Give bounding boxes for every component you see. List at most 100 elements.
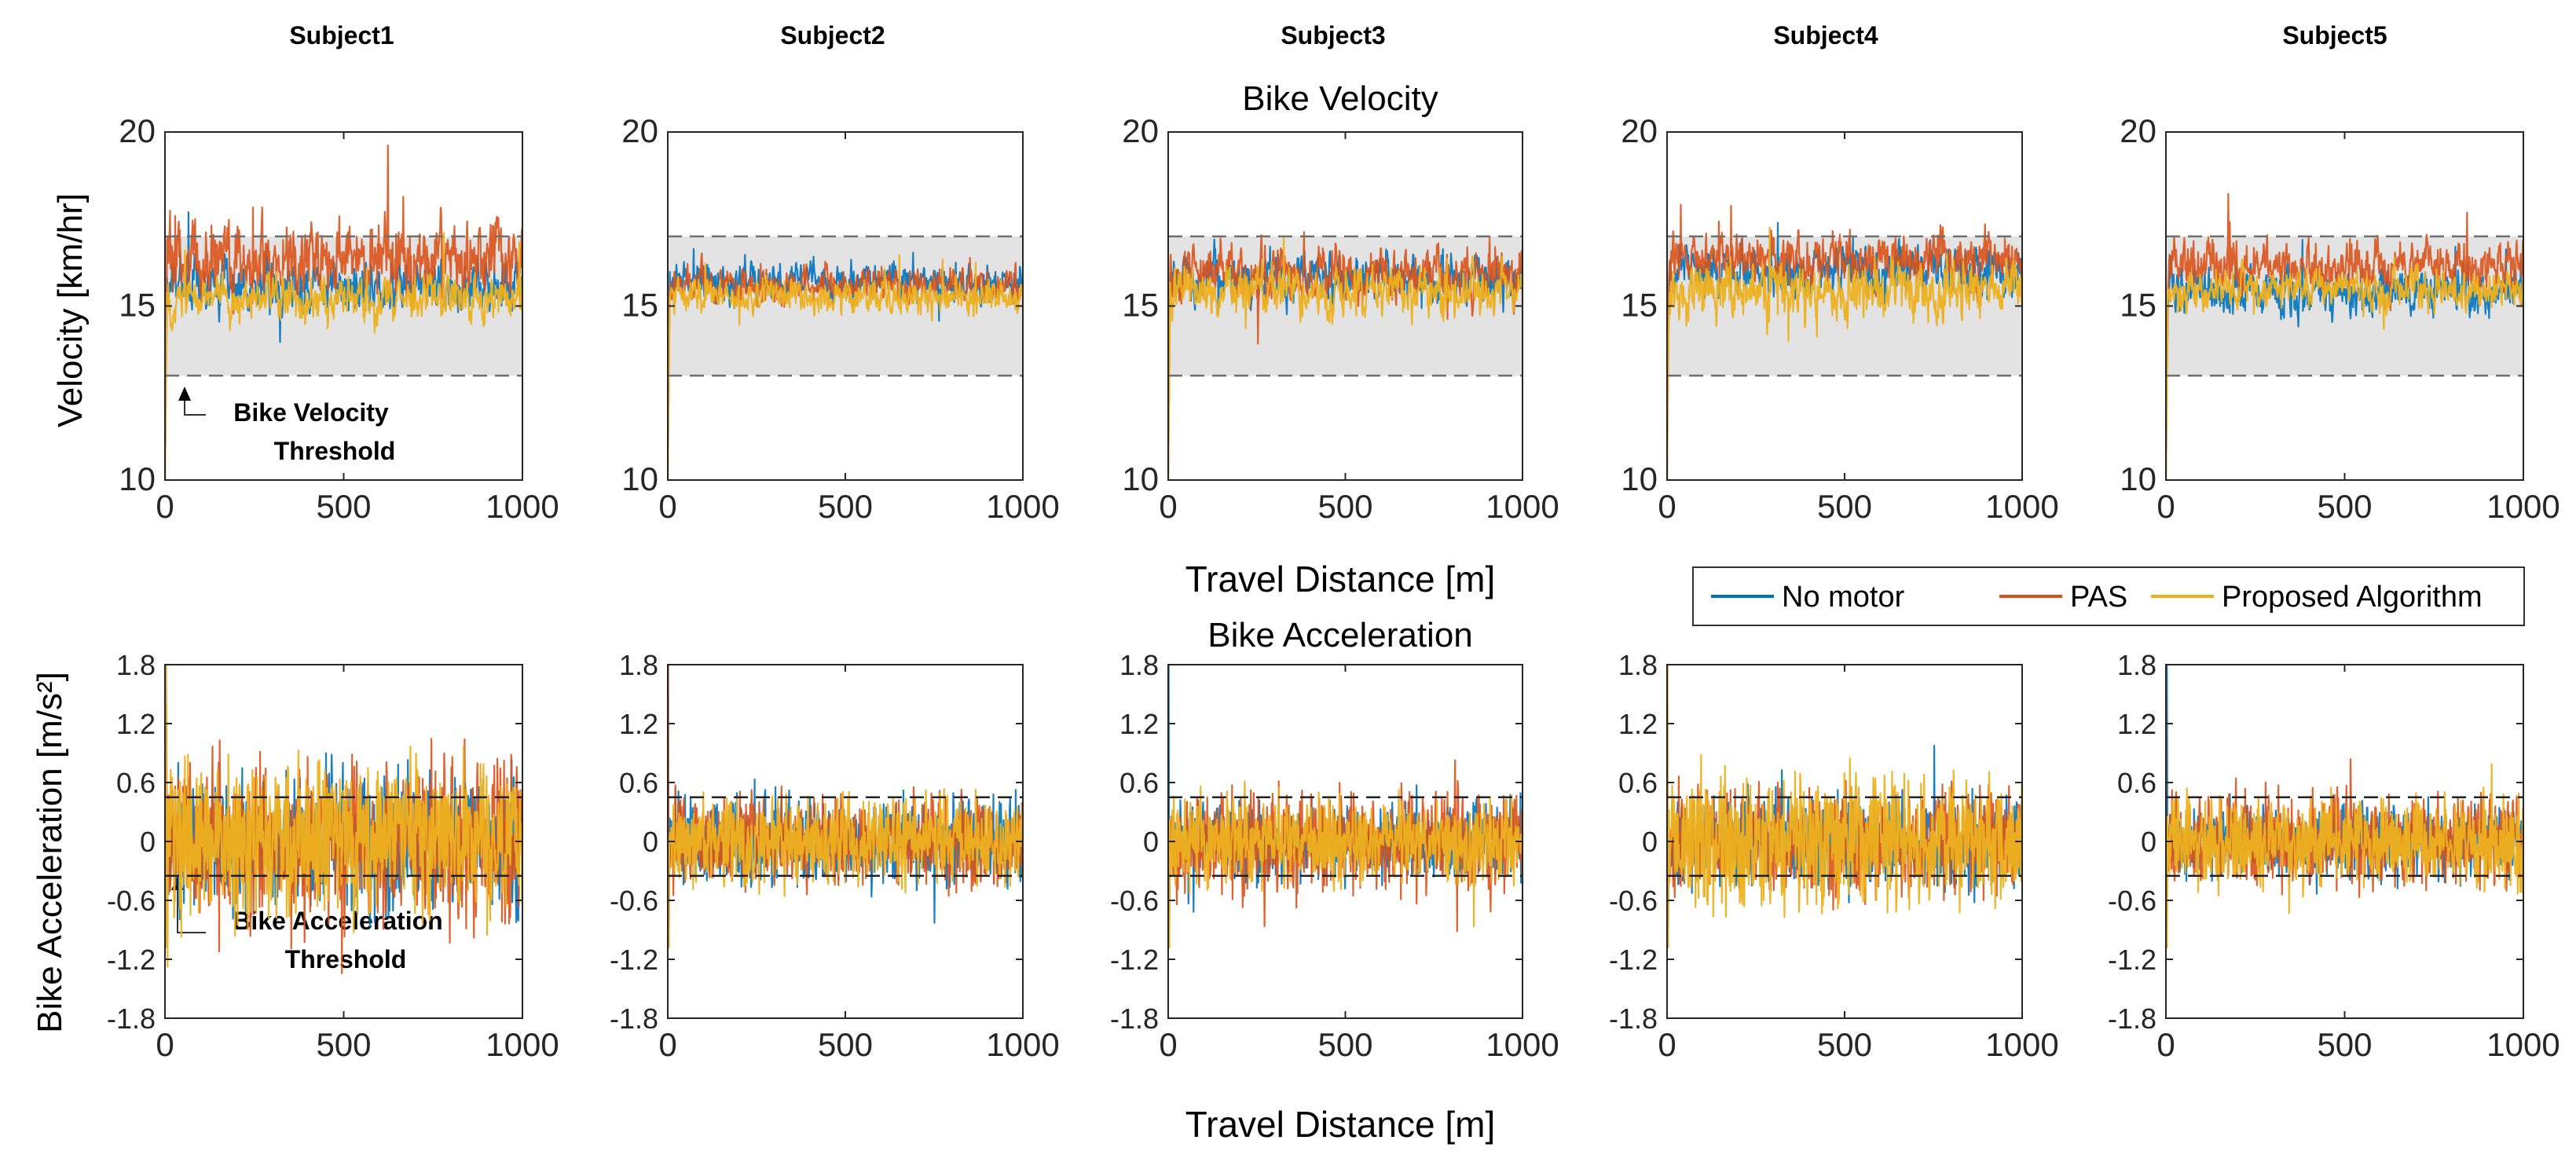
y-tick-label: 1.2 — [619, 708, 658, 740]
x-tick-label: 1000 — [1985, 488, 2058, 525]
series-line-proposed-algorithm — [1667, 226, 2022, 480]
x-tick-label: 0 — [1159, 488, 1177, 525]
x-tick-label: 500 — [316, 1026, 371, 1063]
y-tick-label: 0 — [140, 826, 156, 858]
x-tick-label: 0 — [156, 488, 174, 525]
y-tick-label: 0 — [2141, 826, 2156, 858]
y-tick-label: -1.8 — [1110, 1003, 1159, 1035]
x-tick-label: 500 — [1317, 1026, 1372, 1063]
x-tick-label: 1000 — [2486, 488, 2560, 525]
x-tick-label: 0 — [2156, 1026, 2175, 1063]
y-tick-label: 0.6 — [619, 767, 658, 799]
y-tick-label: 0.6 — [1618, 767, 1658, 799]
y-tick-label: -1.2 — [2108, 944, 2156, 976]
y-tick-label: 10 — [1621, 460, 1658, 497]
y-tick-label: -1.2 — [610, 944, 658, 976]
x-tick-label: 1000 — [986, 488, 1059, 525]
y-tick-label: 0 — [1143, 826, 1159, 858]
y-tick-label: 0 — [1642, 826, 1658, 858]
y-tick-label: 0.6 — [1119, 767, 1159, 799]
y-tick-label: 15 — [119, 287, 156, 324]
acceleration-ylabel: Bike Acceleration [m/s²] — [31, 672, 69, 1033]
x-tick-label: 1000 — [1486, 1026, 1559, 1063]
x-tick-label: 1000 — [1985, 1026, 2058, 1063]
series-line-proposed-algorithm — [2166, 763, 2523, 949]
y-tick-label: 0.6 — [2117, 767, 2156, 799]
xlabel-bottom: Travel Distance [m] — [1185, 1104, 1496, 1145]
x-tick-label: 1000 — [986, 1026, 1059, 1063]
y-tick-label: -0.6 — [610, 885, 658, 917]
series-group — [2166, 665, 2523, 949]
x-tick-label: 0 — [1658, 1026, 1676, 1063]
y-tick-label: 1.8 — [1618, 649, 1658, 681]
y-tick-label: 10 — [621, 460, 658, 497]
y-tick-label: -0.6 — [1110, 885, 1159, 917]
y-tick-label: 0.6 — [116, 767, 156, 799]
series-group — [1168, 665, 1523, 949]
series-group — [1667, 665, 2022, 949]
y-tick-label: -1.8 — [107, 1003, 156, 1035]
x-tick-label: 1000 — [486, 1026, 559, 1063]
panel-velocity-4: 0 500 1000 10 15 20 — [1621, 112, 2058, 525]
series-group — [1168, 231, 1523, 480]
x-tick-label: 500 — [1817, 1026, 1872, 1063]
series-line-proposed-algorithm — [668, 254, 1023, 480]
y-tick-label: 0 — [643, 826, 658, 858]
xlabel-top: Travel Distance [m] — [1185, 559, 1496, 599]
x-tick-label: 0 — [1159, 1026, 1177, 1063]
panel-velocity-3: 0 500 1000 10 15 20 — [1122, 112, 1559, 525]
y-tick-label: -1.8 — [610, 1003, 658, 1035]
x-tick-label: 500 — [316, 488, 371, 525]
series-group — [668, 665, 1023, 949]
x-tick-label: 500 — [2317, 1026, 2372, 1063]
series-group — [668, 247, 1023, 480]
series-group — [1667, 203, 2022, 480]
y-tick-label: 20 — [119, 112, 156, 149]
velocity-ylabel: Velocity [km/hr] — [51, 193, 90, 427]
legend-label-proposed: Proposed Algorithm — [2222, 581, 2483, 614]
x-tick-label: 500 — [818, 488, 873, 525]
series-group — [2166, 192, 2523, 480]
legend: No motor PAS Proposed Algorithm — [1692, 566, 2525, 626]
y-tick-label: 10 — [1122, 460, 1159, 497]
series-line-pas — [668, 252, 1023, 480]
y-tick-label: -1.2 — [107, 944, 156, 976]
y-tick-label: 10 — [2120, 460, 2156, 497]
y-tick-label: 1.2 — [116, 708, 156, 740]
panel-velocity-2: 0 500 1000 10 15 20 — [621, 112, 1059, 525]
y-tick-label: -1.8 — [1609, 1003, 1658, 1035]
arrow-up-icon — [178, 387, 191, 401]
x-tick-label: 0 — [1658, 488, 1676, 525]
subject-title-2: Subject2 — [780, 21, 885, 49]
y-tick-label: 15 — [2120, 287, 2156, 324]
y-tick-label: 1.8 — [116, 649, 156, 681]
panel-acceleration-2: 0 500 1000 1.8 1.2 0.6 0 -0.6 -1.2 -1.8 — [610, 649, 1060, 1063]
x-tick-label: 0 — [658, 1026, 676, 1063]
acceleration-annotation-line2: Threshold — [285, 945, 407, 973]
x-tick-label: 500 — [1317, 488, 1372, 525]
subject-title-3: Subject3 — [1281, 21, 1385, 49]
y-tick-label: 20 — [1621, 112, 1658, 149]
panel-acceleration-1: 0 500 1000 1.8 1.2 0.6 0 -0.6 -1.2 -1.8 — [107, 649, 559, 1063]
y-tick-label: 20 — [621, 112, 658, 149]
y-tick-label: -0.6 — [2108, 885, 2156, 917]
y-tick-label: 20 — [1122, 112, 1159, 149]
legend-label-no-motor: No motor — [1782, 581, 1905, 614]
panel-velocity-5: 0 500 1000 10 15 20 — [2120, 112, 2560, 525]
series-line-proposed-algorithm — [2166, 256, 2523, 480]
series-line-proposed-algorithm — [668, 788, 1023, 949]
x-tick-label: 1000 — [486, 488, 559, 525]
series-line-pas — [165, 144, 522, 480]
series-line-proposed-algorithm — [1168, 780, 1523, 949]
y-tick-label: 1.2 — [1618, 708, 1658, 740]
velocity-annotation-line2: Threshold — [274, 437, 396, 465]
subject-title-5: Subject5 — [2282, 21, 2387, 49]
subject-title-4: Subject4 — [1773, 21, 1878, 49]
x-tick-label: 500 — [2317, 488, 2372, 525]
y-tick-label: 1.8 — [2117, 649, 2156, 681]
x-tick-label: 500 — [1817, 488, 1872, 525]
y-tick-label: 15 — [621, 287, 658, 324]
velocity-annotation-line1: Bike Velocity — [233, 398, 389, 427]
